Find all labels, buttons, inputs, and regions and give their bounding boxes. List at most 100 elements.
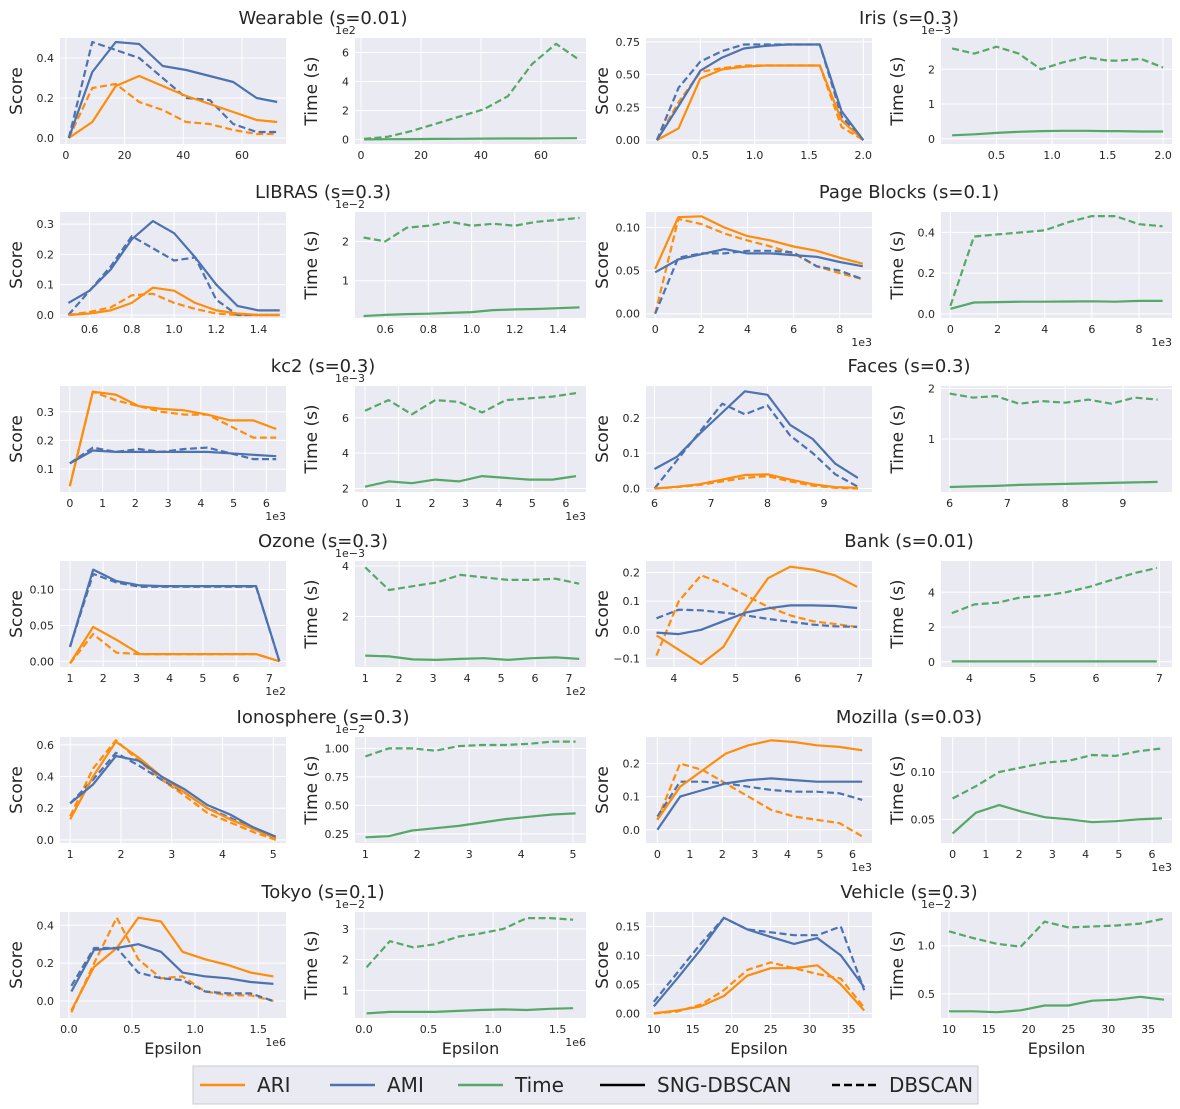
y-axis-label: Time (s) [302,404,322,474]
ari-dbscan-line [70,916,274,1013]
ami-sng-dbscan-line [68,568,281,662]
series-lines [949,215,1163,310]
x-tick-label: 3 [751,848,758,861]
time-chart: 0 1 2 3 4 5 6 2 4 6 Time (s) 1e3 1e−3 [302,372,586,523]
gridlines [355,386,586,492]
x-tick-label: 3 [466,848,473,861]
y-tick-label: 0.2 [918,267,936,280]
x-tick-label: 6 [794,672,801,685]
plot-area [646,38,872,144]
time-dbscan-line [952,747,1163,800]
y-tick-label: 0.4 [37,919,55,932]
score-chart: 0 20 40 60 0.0 0.2 0.4 Score [7,38,286,162]
series-lines [363,216,580,318]
x-tick-label: 4 [670,672,677,685]
x-tick-label: 1.0 [484,1023,502,1036]
gridlines [646,212,872,318]
plot-area [355,737,586,843]
time-sng-dbscan-line [949,480,1158,489]
dataset-panel: Ionosphere (s=0.3) 1 2 3 4 5 0.0 0.2 0.4 0.6 Score… [7,707,586,861]
y-tick-label: 0.6 [37,739,55,752]
ami-dbscan-line [652,916,866,1003]
y-tick-label: 0.4 [918,226,936,239]
time-dbscan-line [949,215,1163,307]
x-tick-label: 0.5 [988,149,1006,162]
y-tick-label: 0.2 [37,434,55,447]
x-scale-multiplier: 1e6 [265,1036,286,1049]
time-sng-dbscan-line [950,299,1163,310]
x-tick-label: 1.5 [800,149,818,162]
gridlines [646,561,872,667]
x-tick-label: 3 [462,497,469,510]
x-axis-label: Epsilon [1028,1039,1085,1058]
y-scale-multiplier: 1e−2 [335,198,365,211]
y-tick-label: 0.10 [616,949,641,962]
gridlines [646,912,872,1018]
series-lines [70,916,274,1013]
series-lines [67,40,278,139]
y-tick-label: 0.00 [30,655,55,668]
x-tick-label: 5 [732,672,739,685]
y-axis-label: Score [7,67,27,115]
x-tick-label: 1 [362,672,369,685]
y-tick-label: 0.3 [37,218,55,231]
x-tick-label: 2 [994,323,1001,336]
y-axis-label: Time (s) [888,579,908,649]
x-tick-label: 3 [1049,848,1056,861]
x-tick-label: 3 [133,672,140,685]
x-tick-label: 0.0 [60,1023,78,1036]
y-scale-multiplier: 1e2 [335,24,356,37]
time-dbscan-line [363,42,578,140]
y-scale-multiplier: 1e−3 [921,24,951,37]
x-tick-label: 30 [803,1023,817,1036]
time-chart: 1 2 3 4 5 6 7 2 4 Time (s) 1e2 1e−3 [302,547,586,698]
time-chart: 10 15 20 25 30 35 0.5 1.0 Time (s) Epsilon 1e−2 [888,898,1172,1058]
x-tick-label: 1 [362,848,369,861]
x-tick-label: 4 [784,848,791,861]
x-tick-label: 6 [532,672,539,685]
x-tick-label: 2.0 [855,149,873,162]
x-tick-label: 8 [764,497,771,510]
y-tick-label: 0.5 [918,988,936,1001]
x-tick-label: 6 [562,497,569,510]
time-chart: 6 7 8 9 1 2 Time (s) [888,383,1172,510]
ari-sng-dbscan-line [656,64,865,142]
y-axis-label: Time (s) [888,755,908,825]
dataset-title: Vehicle (s=0.3) [840,882,977,903]
ari-dbscan-line [69,739,277,841]
y-tick-label: 6 [342,412,349,425]
y-tick-label: 0.0 [37,132,55,145]
dataset-title: Ionosphere (s=0.3) [237,707,410,728]
y-tick-label: 0.25 [325,828,350,841]
dataset-panel: Mozilla (s=0.03) 0 1 2 3 4 5 6 0.0 0.1 0.2 Score 1e3… [593,707,1172,874]
ami-sng-dbscan-line [655,43,865,141]
series-lines [69,739,277,841]
x-tick-label: 6 [263,497,270,510]
y-tick-label: 0.00 [616,1007,641,1020]
y-scale-multiplier: 1e−2 [335,723,365,736]
x-tick-label: 1.4 [549,323,567,336]
y-tick-label: 2 [342,482,349,495]
ami-sng-dbscan-line [67,220,280,312]
gridlines [941,212,1172,318]
x-tick-label: 25 [1061,1023,1075,1036]
series-lines [364,392,577,488]
y-tick-label: 6 [342,47,349,60]
y-tick-label: 0.0 [37,834,55,847]
y-tick-label: 1 [928,433,935,446]
time-chart: 0 20 40 60 0 2 4 6 Time (s) 1e2 [302,24,586,162]
x-tick-label: 0.5 [123,1023,141,1036]
y-tick-label: 0.1 [623,447,641,460]
y-tick-label: 1 [928,98,935,111]
x-tick-label: 1.2 [506,323,524,336]
dataset-panel: Page Blocks (s=0.1)0 2 4 6 80.000.050.10Scor… [593,182,1172,349]
x-tick-label: 1 [66,672,73,685]
x-tick-label: 5 [498,672,505,685]
x-tick-label: 0.6 [376,323,394,336]
x-tick-label: 15 [982,1023,996,1036]
x-tick-label: 6 [651,497,658,510]
ami-dbscan-line [67,40,278,139]
